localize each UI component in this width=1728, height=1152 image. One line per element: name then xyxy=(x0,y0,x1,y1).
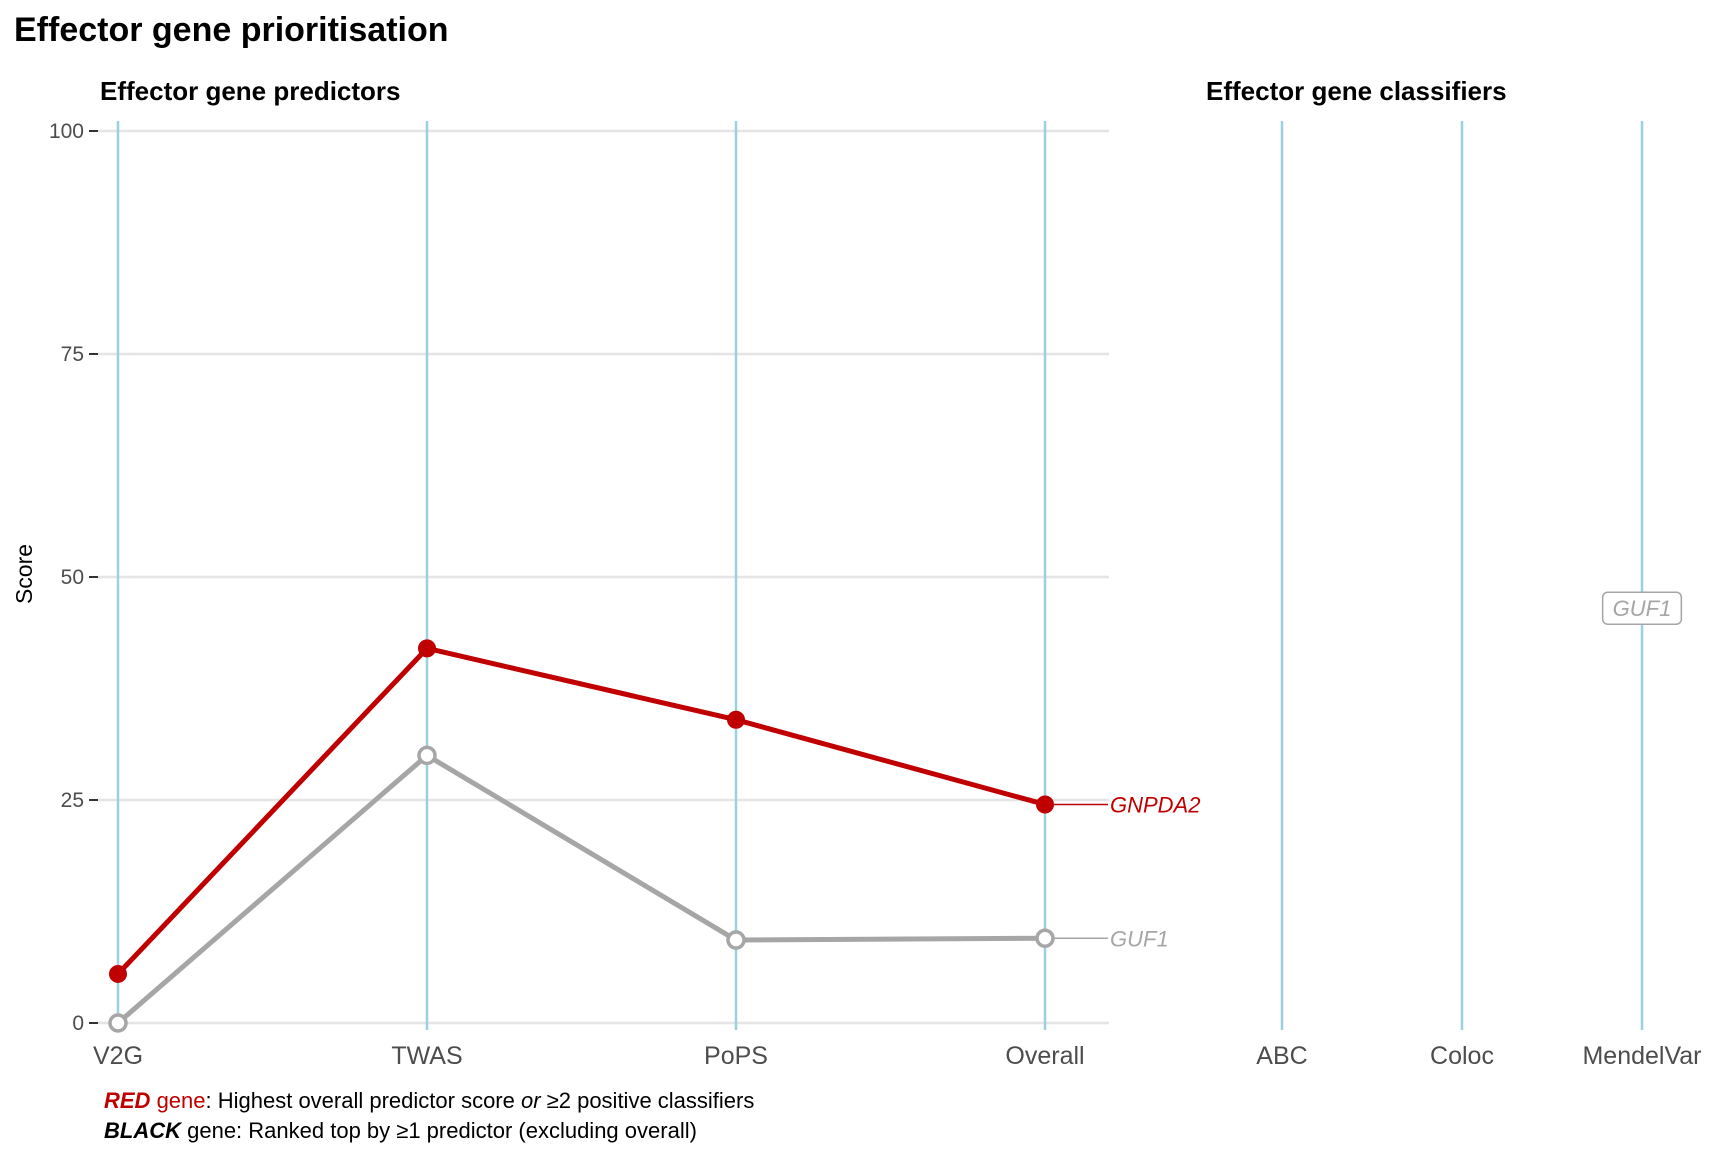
y-tick-label-0: 0 xyxy=(72,1012,84,1035)
x-tick-label-mendelvar: MendelVar xyxy=(1582,1042,1701,1070)
point-gnpda2-v2g xyxy=(109,964,127,983)
point-guf1-v2g xyxy=(108,1013,128,1033)
caption-gene-word: gene xyxy=(150,1088,205,1113)
gridlines xyxy=(98,129,1109,1025)
chart-title: Effector gene prioritisation xyxy=(14,11,449,49)
classifiers-panel-title: Effector gene classifiers xyxy=(1206,76,1507,106)
point-guf1-overall xyxy=(1035,928,1055,949)
caption-line-1: RED gene: Highest overall predictor scor… xyxy=(104,1088,754,1113)
point-guf1-twas xyxy=(417,745,437,766)
classifier-label-guf1: GUF1 xyxy=(1613,596,1672,621)
y-axis-title: Score xyxy=(11,544,37,604)
category-axes xyxy=(116,121,1644,1030)
x-tick-label-pops: PoPS xyxy=(704,1042,768,1070)
y-tick-label-75: 75 xyxy=(61,343,84,366)
caption-line-2: BLACK gene: Ranked top by ≥1 predictor (… xyxy=(104,1118,697,1143)
caption-text-1a: : Highest overall predictor score xyxy=(206,1088,521,1113)
classifier-label-box-guf1 xyxy=(1601,591,1683,625)
x-tick-label-overall: Overall xyxy=(1005,1042,1084,1070)
point-gnpda2-twas xyxy=(418,639,436,658)
y-tick-label-50: 50 xyxy=(61,566,84,589)
point-guf1-pops xyxy=(726,930,746,950)
caption-text-2: gene: Ranked top by ≥1 predictor (exclud… xyxy=(181,1118,697,1143)
caption-red-word: RED xyxy=(104,1088,151,1113)
point-gnpda2-overall xyxy=(1036,795,1054,814)
y-tick-label-100: 100 xyxy=(49,120,84,143)
caption-text-1b: ≥2 positive classifiers xyxy=(541,1088,755,1113)
gene-labels: GUF1 GNPDA2 GUF1 xyxy=(1054,591,1683,951)
x-tick-label-coloc: Coloc xyxy=(1430,1042,1494,1070)
caption-black-word: BLACK xyxy=(104,1118,183,1143)
x-tick-label-twas: TWAS xyxy=(391,1042,462,1070)
series-lines xyxy=(108,639,1055,1033)
predictors-panel-title: Effector gene predictors xyxy=(100,76,401,106)
caption-or-word: or xyxy=(521,1088,542,1113)
series-line-guf1 xyxy=(116,752,1046,1025)
axis-ticks: 0 25 50 75 100 V2G TWAS PoPS Overall ABC Coloc Mend… xyxy=(49,120,1702,1070)
series-line-gnpda2 xyxy=(116,645,1046,976)
y-tick-label-25: 25 xyxy=(61,789,84,812)
gene-label-gnpda2: GNPDA2 xyxy=(1110,792,1200,817)
point-gnpda2-pops xyxy=(727,710,745,729)
x-tick-label-abc: ABC xyxy=(1256,1042,1307,1070)
gene-label-guf1: GUF1 xyxy=(1110,926,1169,951)
x-tick-label-v2g: V2G xyxy=(93,1042,143,1070)
